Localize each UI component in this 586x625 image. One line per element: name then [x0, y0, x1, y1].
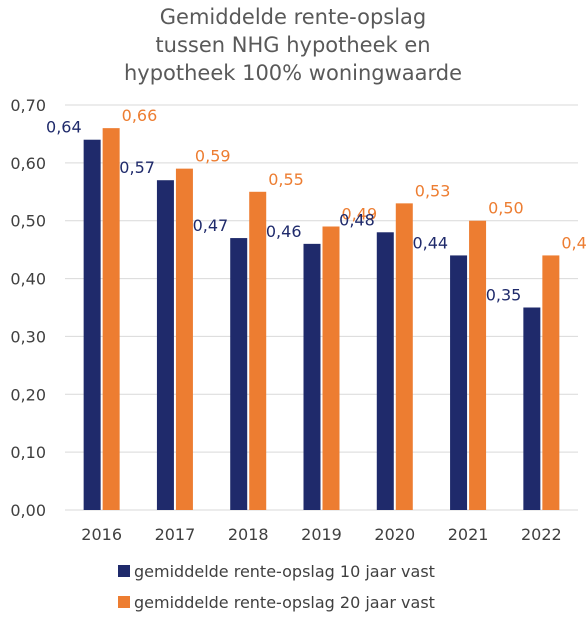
data-label-20-jaar: 0,44	[561, 233, 586, 252]
data-label-10-jaar: 0,48	[339, 210, 375, 229]
data-label-10-jaar: 0,64	[46, 118, 82, 137]
y-tick-label: 0,20	[10, 385, 46, 404]
y-tick-label: 0,60	[10, 154, 46, 173]
data-label-10-jaar: 0,35	[486, 286, 522, 305]
legend-item-20-jaar: gemiddelde rente-opslag 20 jaar vast	[118, 591, 435, 613]
legend-label-10-jaar: gemiddelde rente-opslag 10 jaar vast	[134, 561, 435, 581]
x-tick-label: 2016	[81, 525, 122, 544]
bar-10-jaar	[303, 243, 321, 510]
data-label-10-jaar: 0,57	[119, 158, 155, 177]
y-tick-label: 0,00	[10, 501, 46, 520]
bar-10-jaar	[376, 232, 394, 511]
bar-10-jaar	[523, 307, 541, 510]
bar-20-jaar	[542, 255, 560, 510]
chart-title-line-2: tussen NHG hypotheek en	[155, 33, 431, 57]
legend-swatch-20-jaar	[118, 596, 130, 608]
legend-swatch-10-jaar	[118, 565, 130, 577]
x-tick-label: 2020	[374, 525, 415, 544]
x-tick-label: 2018	[228, 525, 269, 544]
data-label-20-jaar: 0,50	[488, 199, 524, 218]
bar-20-jaar	[322, 226, 340, 510]
bar-20-jaar	[469, 220, 487, 510]
data-label-20-jaar: 0,66	[122, 106, 158, 125]
bar-20-jaar	[175, 168, 193, 510]
bar-10-jaar	[230, 238, 248, 511]
data-label-10-jaar: 0,47	[193, 216, 229, 235]
x-tick-label: 2021	[448, 525, 489, 544]
legend-label-20-jaar: gemiddelde rente-opslag 20 jaar vast	[134, 592, 435, 612]
chart-title-line-3: hypotheek 100% woningwaarde	[123, 61, 463, 85]
data-label-10-jaar: 0,46	[266, 222, 302, 241]
x-tick-label: 2019	[301, 525, 342, 544]
bar-10-jaar	[156, 180, 174, 510]
bar-10-jaar	[450, 255, 468, 510]
y-tick-label: 0,40	[10, 270, 46, 289]
data-label-20-jaar: 0,59	[195, 147, 231, 166]
bar-10-jaar	[83, 139, 101, 510]
y-tick-label: 0,30	[10, 327, 46, 346]
data-label-10-jaar: 0,44	[412, 233, 448, 252]
bar-20-jaar	[249, 191, 267, 511]
y-tick-label: 0,70	[10, 96, 46, 115]
x-tick-label: 2022	[521, 525, 562, 544]
chart-title-line-1: Gemiddelde rente-opslag	[159, 5, 427, 29]
bar-20-jaar	[395, 203, 413, 510]
y-tick-label: 0,50	[10, 212, 46, 231]
bar-20-jaar	[102, 128, 120, 510]
legend-item-10-jaar: gemiddelde rente-opslag 10 jaar vast	[118, 560, 435, 582]
data-label-20-jaar: 0,53	[415, 181, 451, 200]
data-label-20-jaar: 0,49	[342, 205, 378, 224]
x-tick-label: 2017	[155, 525, 196, 544]
data-label-20-jaar: 0,55	[268, 170, 304, 189]
y-tick-label: 0,10	[10, 443, 46, 462]
